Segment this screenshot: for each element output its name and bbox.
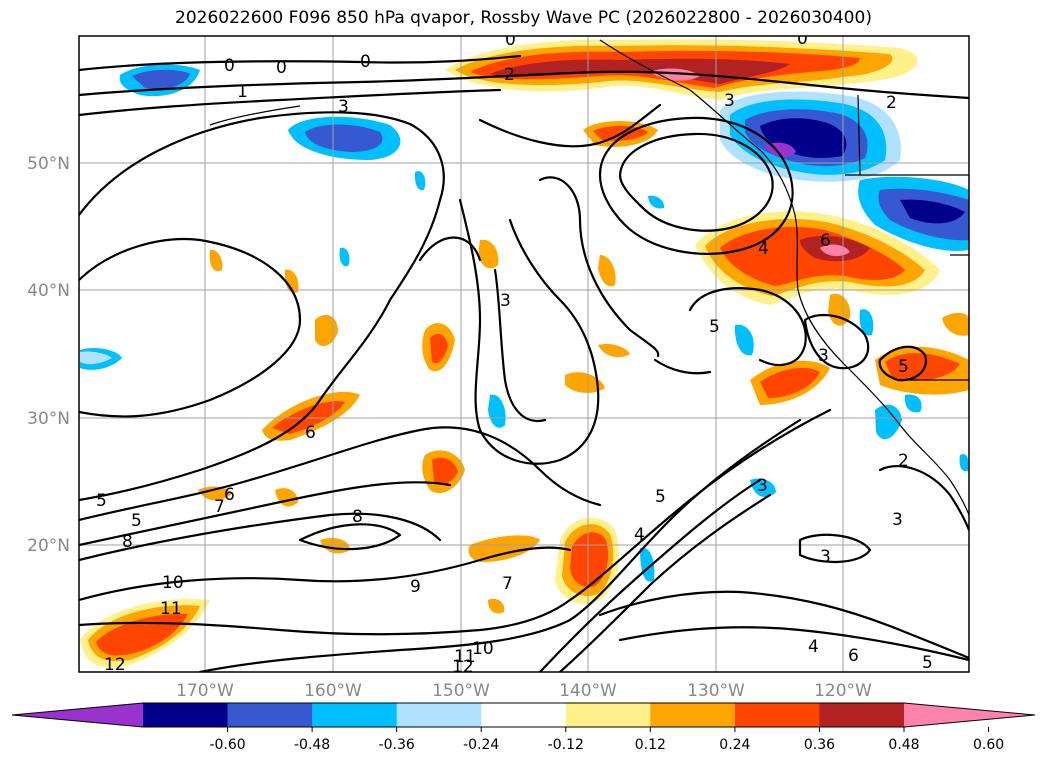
colorbar-segment xyxy=(481,703,567,727)
contour-lines xyxy=(79,54,969,672)
lat-label: 40°N xyxy=(27,281,70,301)
contour-label: 3 xyxy=(820,547,831,567)
contour-label: 5 xyxy=(922,653,933,673)
colorbar-tick-label: -0.12 xyxy=(548,737,584,753)
contour-label: 4 xyxy=(634,525,645,545)
contour-label: 3 xyxy=(724,91,735,111)
contour-label: 5 xyxy=(96,491,107,511)
contour-label: 0 xyxy=(797,29,808,49)
contour-label: 8 xyxy=(122,532,133,552)
colorbar-tick-label: -0.48 xyxy=(294,737,330,753)
plot-frame xyxy=(78,35,970,673)
contour-label: 5 xyxy=(131,511,142,531)
contour-label: 6 xyxy=(820,231,831,251)
lon-label: 120°W xyxy=(814,681,872,701)
contour-label: 11 xyxy=(454,647,476,667)
contour-label: 12 xyxy=(452,657,474,677)
contour-label: 1 xyxy=(237,82,248,102)
contour-label: 7 xyxy=(214,497,225,517)
contour-label: 10 xyxy=(472,639,494,659)
contour-label-group: 0 0 0 0 1 3 2 2 0 3 3 5 4 6 6 5 7 8 5 8 … xyxy=(96,29,933,677)
contour-label: 0 xyxy=(276,58,287,78)
contour-label: 11 xyxy=(160,599,182,619)
colorbar-segment xyxy=(312,703,398,727)
lon-label: 140°W xyxy=(559,681,617,701)
coastlines xyxy=(209,39,969,516)
contour-label: 6 xyxy=(848,646,859,666)
contour-label: 8 xyxy=(352,507,363,527)
contour-label: 12 xyxy=(104,655,126,675)
contour-label: 2 xyxy=(898,451,909,471)
colorbar-tick-label: -0.24 xyxy=(463,737,499,753)
colorbar-segment xyxy=(227,703,313,727)
contour-label: 9 xyxy=(410,577,421,597)
lon-label: 160°W xyxy=(304,681,362,701)
contour-label: 3 xyxy=(818,346,829,366)
contour-label: 3 xyxy=(338,97,349,117)
colorbar-tick-label: 0.12 xyxy=(635,737,666,753)
colorbar-segment xyxy=(396,703,482,727)
lat-label: 30°N xyxy=(27,409,70,429)
latitude-labels: 50°N 40°N 30°N 20°N xyxy=(27,154,70,556)
contour-label: 2 xyxy=(504,65,515,85)
lon-label: 170°W xyxy=(176,681,234,701)
colorbar-tick-label: 0.60 xyxy=(973,737,1004,753)
contour-label: 4 xyxy=(808,637,819,657)
contour-label: 6 xyxy=(224,485,235,505)
colorbar-extend-low xyxy=(12,703,143,727)
colorbar-segment xyxy=(565,703,651,727)
colorbar-outline xyxy=(11,702,1036,728)
qvapor-anomaly-shading xyxy=(80,39,969,668)
contour-label: 3 xyxy=(500,291,511,311)
colorbar-segment xyxy=(143,703,229,727)
colorbar-segment xyxy=(734,703,820,727)
contour-label: 0 xyxy=(224,56,235,76)
colorbar: -0.60 -0.48 -0.36 -0.24 -0.12 0.12 0.24 0.36 0.4… xyxy=(11,702,1036,753)
contour-label: 5 xyxy=(655,487,666,507)
colorbar-tick-label: 0.24 xyxy=(719,737,750,753)
contour-label: 10 xyxy=(162,573,184,593)
contour-label: 2 xyxy=(886,93,897,113)
contour-label: 3 xyxy=(757,476,768,496)
colorbar-segment xyxy=(819,703,905,727)
contour-label: 3 xyxy=(892,510,903,530)
lat-label: 50°N xyxy=(27,154,70,174)
longitude-labels: 170°W 160°W 150°W 140°W 130°W 120°W xyxy=(176,681,872,701)
contour-label: 5 xyxy=(898,357,909,377)
colorbar-tick-label: -0.60 xyxy=(209,737,245,753)
contour-label: 5 xyxy=(709,317,720,337)
colorbar-segment xyxy=(650,703,736,727)
contour-label: 4 xyxy=(758,239,769,259)
lon-label: 130°W xyxy=(687,681,745,701)
contour-label: 0 xyxy=(360,52,371,72)
colorbar-tick-label: 0.36 xyxy=(804,737,835,753)
colorbar-extend-high xyxy=(904,703,1035,727)
lon-label: 150°W xyxy=(432,681,490,701)
colorbar-tick-label: 0.48 xyxy=(888,737,919,753)
contour-label: 6 xyxy=(305,423,316,443)
contour-label: 7 xyxy=(502,574,513,594)
lat-label: 20°N xyxy=(27,536,70,556)
map-title: 2026022600 F096 850 hPa qvapor, Rossby W… xyxy=(175,8,872,28)
colorbar-tick-label: -0.36 xyxy=(379,737,415,753)
contour-label: 0 xyxy=(505,30,516,50)
